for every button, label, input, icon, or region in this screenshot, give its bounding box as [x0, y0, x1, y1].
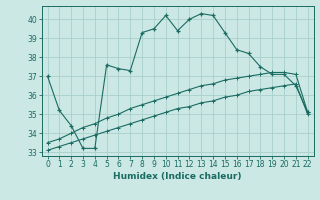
- X-axis label: Humidex (Indice chaleur): Humidex (Indice chaleur): [113, 172, 242, 181]
